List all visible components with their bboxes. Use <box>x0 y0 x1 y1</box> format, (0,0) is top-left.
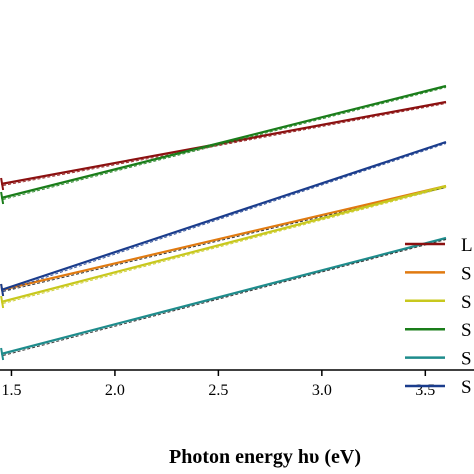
series-line-5 <box>0 236 447 356</box>
series-start-mark-3 <box>0 295 5 309</box>
series-fit-line-5 <box>2 239 447 356</box>
legend-label-3: S <box>461 292 472 313</box>
series-fit-line-4 <box>2 87 447 200</box>
series-fit-line-6 <box>2 143 447 292</box>
series-line-2 <box>0 184 447 292</box>
legend-label-5: S <box>461 349 472 370</box>
x-axis-title: Photon energy hυ (eV) <box>169 446 361 468</box>
legend-label-2: S <box>461 263 472 284</box>
legend-label-4: S <box>461 320 472 341</box>
series-start-mark-4 <box>0 191 5 205</box>
legend-label-1: L <box>461 235 473 256</box>
series-fit-line-2 <box>3 187 447 292</box>
series-start-mark-6 <box>0 283 5 297</box>
series-start-mark-5 <box>0 347 5 361</box>
x-tick-label: 2.0 <box>105 382 125 399</box>
series-fit-line-1 <box>3 103 447 186</box>
plot-area: 1.5 2.0 2.5 3.0 3.5 <box>0 84 474 399</box>
x-tick-label: 1.5 <box>1 382 21 399</box>
series-line-4 <box>0 84 447 200</box>
x-tick-label: 3.5 <box>415 382 435 399</box>
legend-label-6: S <box>461 377 472 398</box>
series-line-6 <box>0 140 447 292</box>
series-line-3 <box>0 184 447 304</box>
x-tick-label: 2.5 <box>208 382 228 399</box>
x-tick-label: 3.0 <box>312 382 332 399</box>
x-ticks: 1.5 2.0 2.5 3.0 3.5 <box>1 370 435 399</box>
series-group <box>0 84 447 361</box>
series-fit-line-3 <box>2 187 447 304</box>
series-start-mark-1 <box>0 177 5 191</box>
